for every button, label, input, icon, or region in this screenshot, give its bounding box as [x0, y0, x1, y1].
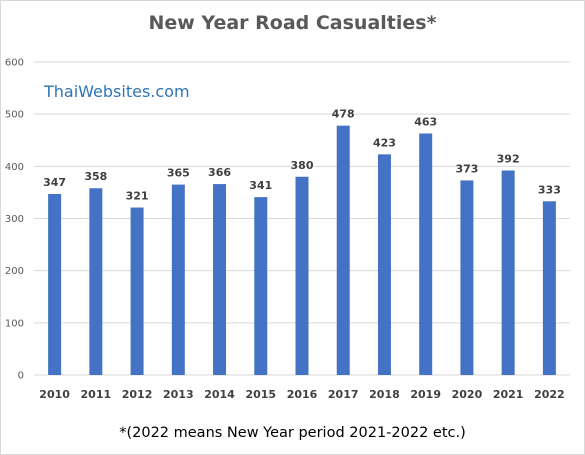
data-label: 347	[43, 176, 66, 189]
chart-footnote: *(2022 means New Year period 2021-2022 e…	[119, 425, 466, 441]
data-label: 373	[455, 162, 478, 175]
bars	[48, 125, 556, 375]
data-label: 463	[414, 115, 437, 128]
x-tick-label: 2016	[287, 388, 318, 401]
bar	[89, 188, 103, 375]
data-label: 478	[332, 108, 355, 121]
data-label: 423	[373, 136, 396, 149]
y-tick-label: 500	[5, 110, 24, 121]
bar	[460, 180, 474, 375]
x-tick-label: 2021	[493, 388, 524, 401]
data-label: 392	[497, 153, 520, 166]
y-tick-label: 300	[5, 214, 24, 225]
data-labels: 347 358 321 365 366 341 380 478 423 463 373 392 333	[43, 108, 561, 203]
y-tick-label: 100	[5, 318, 24, 329]
bar	[48, 193, 62, 375]
data-label: 341	[249, 179, 272, 192]
bar	[542, 201, 556, 375]
data-label: 380	[291, 159, 314, 172]
y-axis-ticks: 0 100 200 300 400 500 600	[5, 58, 24, 382]
bar	[254, 197, 268, 375]
y-tick-label: 600	[5, 58, 24, 69]
data-label: 321	[126, 190, 149, 203]
bar	[213, 184, 227, 375]
x-tick-label: 2013	[163, 388, 194, 401]
data-label: 358	[84, 170, 107, 183]
y-tick-label: 400	[5, 162, 24, 173]
x-tick-label: 2012	[122, 388, 153, 401]
bar	[171, 184, 185, 375]
x-tick-label: 2014	[204, 388, 235, 401]
bar	[501, 170, 515, 375]
x-tick-label: 2019	[410, 388, 441, 401]
gridlines	[34, 61, 570, 376]
chart-title: New Year Road Casualties*	[148, 12, 437, 34]
x-tick-label: 2022	[534, 388, 565, 401]
y-tick-label: 0	[18, 371, 24, 382]
bar	[130, 207, 144, 375]
data-label: 365	[167, 167, 190, 180]
data-label: 366	[208, 166, 231, 179]
x-tick-label: 2011	[81, 388, 112, 401]
bar	[295, 176, 309, 375]
bar	[377, 154, 391, 375]
bar	[419, 133, 433, 375]
x-tick-label: 2018	[369, 388, 400, 401]
y-tick-label: 200	[5, 266, 24, 277]
data-label: 333	[538, 183, 561, 196]
x-tick-label: 2010	[39, 388, 70, 401]
watermark-text: ThaiWebsites.com	[44, 82, 190, 101]
x-tick-label: 2015	[245, 388, 276, 401]
bar	[336, 125, 350, 375]
x-tick-label: 2017	[328, 388, 359, 401]
x-axis-ticks: 2010 2011 2012 2013 2014 2015 2016 2017 2018 2019…	[39, 388, 564, 401]
x-tick-label: 2020	[452, 388, 483, 401]
